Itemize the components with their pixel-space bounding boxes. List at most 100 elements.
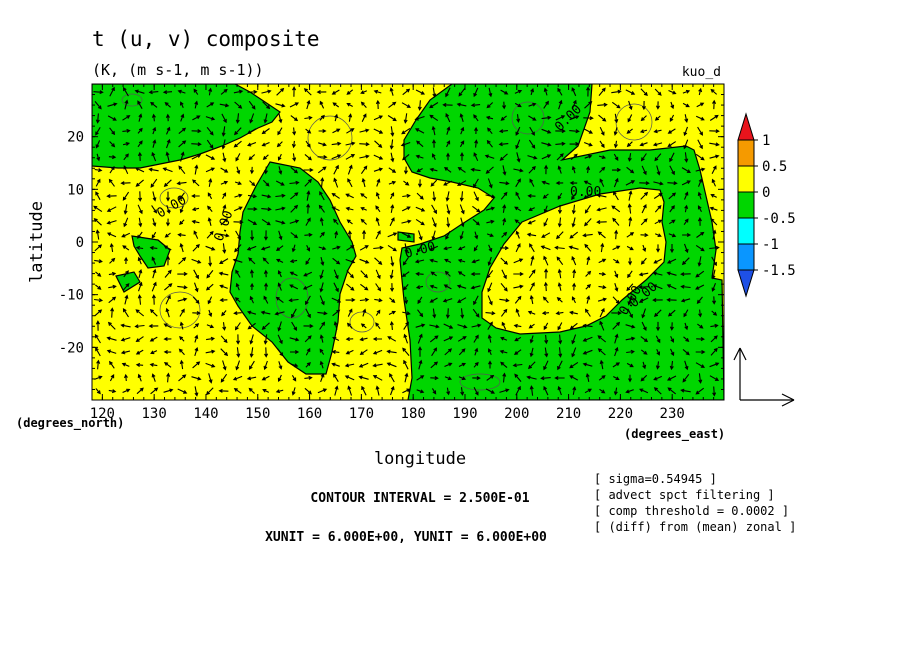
wind-vector <box>667 128 676 134</box>
wind-vector <box>234 181 242 186</box>
wind-vector <box>359 349 368 355</box>
wind-vector <box>568 245 579 250</box>
wind-vector <box>375 322 381 330</box>
wind-vector <box>431 388 437 395</box>
wind-vector <box>178 374 187 382</box>
colorbar-segment <box>737 243 755 271</box>
wind-vector <box>500 191 508 200</box>
wind-vector <box>304 115 313 120</box>
wind-vector <box>526 232 537 237</box>
wind-vector <box>360 165 368 175</box>
wind-vector <box>626 128 633 134</box>
wind-vector <box>513 323 522 328</box>
wind-vector <box>486 219 495 224</box>
wind-vector <box>430 361 439 369</box>
wind-vector <box>682 373 690 383</box>
wind-vector <box>640 233 649 238</box>
wind-vector <box>571 204 576 215</box>
wind-vector <box>583 141 593 147</box>
wind-vector <box>234 244 242 253</box>
wind-vector <box>236 347 241 358</box>
wind-vector <box>332 245 341 250</box>
wind-vector <box>484 154 495 159</box>
wind-vector <box>375 191 380 200</box>
wind-vector <box>303 324 314 329</box>
wind-vector <box>123 204 128 215</box>
wind-vector <box>712 386 717 397</box>
wind-vector <box>264 282 269 291</box>
wind-vector <box>165 307 170 318</box>
wind-vector <box>263 230 268 241</box>
wind-vector <box>166 191 170 202</box>
wind-vector <box>106 220 117 225</box>
wind-vector <box>640 218 648 226</box>
wind-vector <box>613 127 618 136</box>
wind-vector <box>527 193 536 198</box>
wind-vector <box>207 192 213 200</box>
wind-vector <box>277 269 282 278</box>
wind-vector <box>456 284 467 289</box>
wind-vector <box>109 141 116 148</box>
wind-vector <box>123 153 129 161</box>
wind-vector <box>149 309 158 317</box>
wind-vector <box>444 348 453 356</box>
wind-vector <box>177 271 188 276</box>
wind-vector <box>346 128 355 134</box>
wind-vector <box>191 376 202 381</box>
wind-vector <box>304 375 313 380</box>
wind-vector <box>219 258 229 264</box>
wind-vector <box>474 347 479 356</box>
wind-vector <box>529 294 534 305</box>
wind-vector <box>627 270 633 279</box>
wind-vector <box>373 115 384 121</box>
wind-vector <box>485 206 496 211</box>
wind-vector <box>712 296 717 305</box>
wind-vector <box>387 336 397 342</box>
wind-vector <box>163 350 172 354</box>
wind-vector <box>375 217 380 226</box>
wind-vector <box>695 244 705 252</box>
wind-vector <box>106 336 117 341</box>
wind-vector <box>137 294 142 305</box>
wind-vector <box>544 334 549 345</box>
wind-vector <box>107 115 117 121</box>
wind-vector <box>122 283 130 291</box>
wind-vector <box>206 270 214 279</box>
wind-vector <box>331 141 342 146</box>
wind-vector <box>164 283 173 291</box>
wind-vector <box>138 269 143 279</box>
wind-vector <box>333 164 339 175</box>
wind-vector <box>151 231 157 239</box>
wind-vector <box>612 217 620 226</box>
colorbar-segment <box>737 139 755 167</box>
wind-vector <box>122 388 131 394</box>
wind-vector <box>291 140 296 149</box>
wind-vector <box>163 388 174 393</box>
wind-vector <box>222 360 227 371</box>
wind-vector <box>135 362 144 367</box>
wind-vector <box>572 386 577 395</box>
wind-vector <box>305 257 311 265</box>
wind-vector <box>530 255 535 266</box>
wind-vector <box>333 373 339 382</box>
wind-vector <box>555 141 566 146</box>
wind-vector <box>695 387 705 395</box>
wind-vector <box>290 115 299 122</box>
wind-vector <box>194 347 199 357</box>
wind-vector <box>372 375 383 381</box>
wind-vector <box>233 206 243 212</box>
wind-vector <box>528 323 535 329</box>
wind-vector <box>289 337 300 342</box>
wind-vector <box>458 87 466 97</box>
wind-vector <box>697 191 702 200</box>
wind-vector <box>460 387 465 396</box>
wind-vector <box>331 362 340 367</box>
wind-vector <box>613 258 620 264</box>
wind-vector <box>191 219 200 224</box>
wind-vector <box>457 271 466 277</box>
wind-vector <box>557 217 562 228</box>
y-tick-label: -20 <box>59 340 84 356</box>
wind-vector <box>680 388 691 393</box>
wind-vector <box>220 373 228 383</box>
